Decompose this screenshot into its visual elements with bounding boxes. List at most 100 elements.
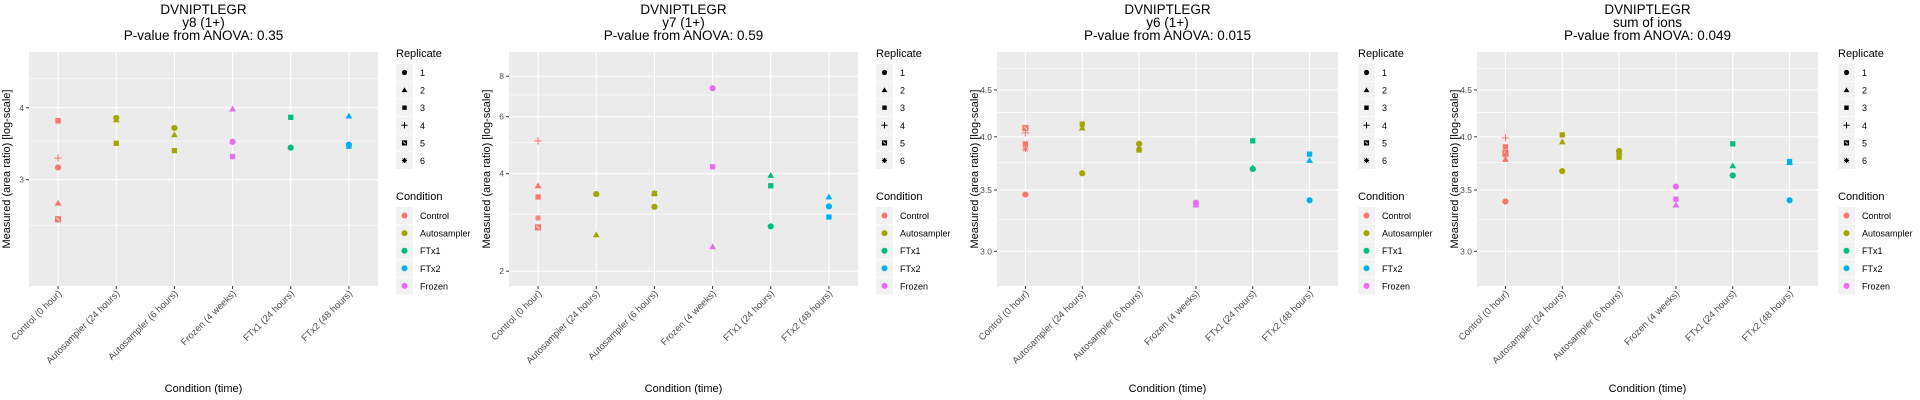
legend-label: 6 [1862, 156, 1867, 166]
chart-pvalue: P-value from ANOVA: 0.35 [124, 28, 284, 43]
marker-cross [536, 225, 540, 230]
data-point [1558, 138, 1566, 145]
x-tick-label: FTx2 (48 hours) [299, 288, 355, 344]
data-point [1135, 140, 1143, 147]
data-point [171, 124, 178, 132]
data-point [113, 140, 119, 146]
x-tick-label: FTx2 (48 hours) [1260, 288, 1316, 344]
legend-color-dot-icon [1843, 282, 1850, 289]
data-point [54, 118, 62, 125]
legend-title-replicate: Replicate [876, 48, 922, 60]
legend-label: Autosampler [420, 229, 471, 239]
x-axis-title: Condition (time) [1609, 383, 1687, 395]
legend-label: 5 [1382, 138, 1387, 148]
data-point [1249, 164, 1257, 171]
legend-color-dot-icon [881, 230, 888, 237]
marker-cross [1023, 126, 1028, 130]
data-point [1616, 154, 1622, 160]
data-point [1022, 145, 1029, 153]
x-tick-label: Frozen (4 weeks) [659, 288, 719, 348]
data-point [288, 114, 294, 120]
y-tick-label: 3.0 [980, 246, 992, 256]
y-tick-label: 4.0 [980, 132, 992, 142]
chart-title: DVNIPTLEGR [1604, 2, 1691, 17]
legend-color-dot-icon [401, 212, 408, 219]
legend-label: FTx2 [1862, 264, 1883, 274]
legend-shape-asterisk-icon [1843, 157, 1850, 164]
data-point [709, 243, 716, 250]
legend-label: 5 [420, 138, 425, 148]
chart-pvalue: P-value from ANOVA: 0.049 [1564, 28, 1731, 43]
data-point [54, 216, 62, 223]
data-point [1193, 201, 1199, 207]
y-tick-label: 2 [499, 266, 504, 276]
plot-background [29, 52, 378, 286]
x-tick-label: FTx1 (24 hours) [1203, 288, 1259, 344]
legend-label: FTx1 [420, 246, 441, 256]
data-point [1730, 141, 1736, 147]
data-point [171, 147, 178, 154]
legend-label: 5 [1862, 138, 1867, 148]
y-tick-label: 4.5 [980, 85, 992, 95]
legend-color-dot-icon [1843, 212, 1850, 219]
legend-label: 1 [1382, 68, 1387, 78]
data-point [229, 105, 236, 112]
data-point [534, 224, 542, 231]
legend-color-dot-icon [1843, 230, 1850, 237]
legend-label: 6 [420, 156, 425, 166]
data-point [1022, 191, 1029, 198]
x-axis-title: Condition (time) [1129, 383, 1207, 395]
legend-shape-square-cross-icon [881, 140, 888, 146]
legend-label: FTx2 [900, 264, 921, 274]
x-tick-label: FTx2 (48 hours) [779, 288, 835, 344]
data-point [1502, 155, 1509, 162]
legend-color-dot-icon [1843, 265, 1850, 272]
chart-pvalue: P-value from ANOVA: 0.015 [1084, 28, 1251, 43]
y-tick-label: 6 [499, 112, 504, 122]
legend: Replicate 1 2 3 4 5 6 Condition Control Autosampl… [876, 48, 951, 295]
data-point [229, 153, 236, 160]
legend-color-dot-icon [1363, 282, 1370, 289]
legend-label: Frozen [1382, 281, 1410, 291]
legend-shape-asterisk-icon [401, 157, 408, 164]
legend-label: Frozen [900, 281, 928, 291]
data-point [112, 116, 120, 123]
data-point [1079, 121, 1085, 127]
legend-color-dot-icon [401, 247, 408, 254]
data-point [346, 143, 352, 149]
data-point [1306, 197, 1313, 204]
legend-label: FTx2 [1382, 264, 1403, 274]
data-point [1022, 141, 1029, 147]
data-point [534, 137, 542, 145]
x-tick-label: FTx1 (24 hours) [721, 288, 777, 344]
data-point [826, 214, 832, 220]
data-point [345, 112, 353, 119]
legend-label: 2 [1382, 86, 1387, 96]
plot-background [1477, 52, 1818, 286]
chart-title: DVNIPTLEGR [1124, 2, 1211, 17]
legend-shape-square-icon [1844, 105, 1849, 110]
data-point [1306, 151, 1313, 157]
legend-shape-plus-icon [1363, 122, 1370, 129]
data-point [1136, 147, 1142, 153]
legend-title-condition: Condition [396, 191, 442, 203]
chart-subtitle: y7 (1+) [662, 15, 704, 30]
x-tick-label: Control (0 hour) [977, 288, 1032, 343]
data-point [1615, 148, 1623, 155]
data-point [1673, 196, 1679, 202]
x-tick-label: Control (0 hour) [489, 288, 544, 343]
x-tick-label: FTx1 (24 hours) [1683, 288, 1739, 344]
legend-label: 4 [1862, 121, 1867, 131]
data-point [592, 231, 600, 238]
legend-shape-square-cross-icon [1843, 140, 1850, 146]
legend-shape-circle-icon [1843, 69, 1850, 76]
legend-label: FTx1 [1382, 246, 1403, 256]
x-tick-label: FTx2 (48 hours) [1740, 288, 1796, 344]
legend-label: Autosampler [900, 229, 951, 239]
legend-title-condition: Condition [1358, 191, 1404, 203]
legend-label: 3 [1382, 103, 1387, 113]
data-point [534, 182, 542, 189]
y-axis-title: Measured (area ratio) [log-scale] [1, 90, 13, 249]
data-point [1078, 124, 1086, 131]
